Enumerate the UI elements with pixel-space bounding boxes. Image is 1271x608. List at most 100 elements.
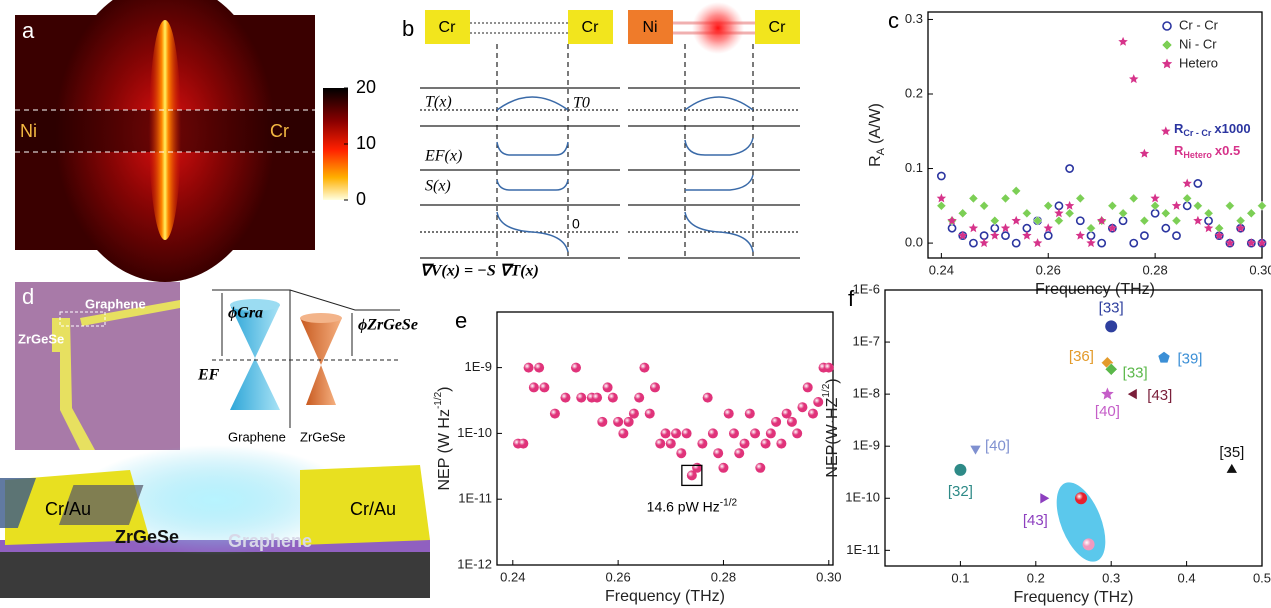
point [634, 392, 645, 403]
point [936, 200, 947, 211]
point [1161, 126, 1171, 136]
y-tick-label: 0.3 [905, 11, 923, 26]
point [1150, 208, 1160, 218]
point [760, 438, 771, 449]
colorbar-label: 10 [356, 133, 376, 153]
profiles [496, 96, 754, 253]
point [1225, 200, 1235, 211]
x-tick-label: 0.24 [929, 262, 954, 277]
colorbar [323, 88, 348, 200]
point [776, 438, 787, 449]
point [1129, 74, 1139, 84]
point [954, 463, 967, 476]
point [1203, 223, 1214, 233]
contact [628, 10, 673, 44]
point [802, 382, 813, 393]
point [649, 382, 660, 393]
contact [755, 10, 800, 44]
point [1105, 320, 1118, 333]
annotation-sup: -1/2 [720, 497, 738, 508]
y-axis-title-main: NEP (W Hz [436, 409, 453, 490]
point [797, 402, 808, 413]
x-tick-label: 0.24 [500, 569, 525, 584]
point [1043, 223, 1053, 233]
legend-label: Hetero [1179, 55, 1218, 70]
panel-b: b Cr Cr Ni Cr T(x) T0 EF(x) S(x) 0 ∇V(x)… [402, 2, 800, 280]
annotation-text: x1000 [1214, 121, 1250, 136]
panel-label: c [888, 8, 899, 33]
point [723, 408, 734, 419]
point [1139, 148, 1150, 158]
point [781, 408, 792, 419]
annotation-main: R [1174, 121, 1184, 136]
y-tick-label: 1E-8 [853, 386, 880, 401]
hot-stripe [149, 20, 181, 240]
point [968, 193, 979, 204]
point [1193, 215, 1203, 225]
point-label: [33] [1099, 299, 1124, 316]
point [990, 230, 1000, 240]
cone-label: Graphene [228, 429, 286, 444]
x-tick-label: 0.26 [1036, 262, 1061, 277]
point [1032, 238, 1043, 248]
point [655, 438, 666, 449]
y-axis-title-unit: (A/W) [867, 103, 884, 144]
point [979, 238, 989, 248]
point [813, 397, 824, 408]
point [1158, 351, 1170, 363]
point [570, 362, 581, 373]
point [1054, 201, 1064, 211]
point [1193, 200, 1203, 211]
colorbar-label: 0 [356, 189, 366, 209]
point [957, 208, 968, 219]
point [1182, 178, 1192, 188]
y-tick-label: 1E-12 [457, 556, 492, 571]
point-label: [35] [1219, 444, 1244, 461]
point [1022, 223, 1032, 233]
point [1054, 208, 1064, 218]
point [1054, 215, 1064, 226]
point [1118, 208, 1128, 219]
point [618, 428, 629, 439]
point [702, 392, 713, 403]
point [1150, 200, 1160, 211]
point-label: [32] [948, 483, 973, 500]
contact [568, 10, 613, 44]
contact-label: Cr [769, 19, 787, 36]
point [1086, 238, 1096, 248]
plot-frame [884, 289, 1263, 567]
y-tick-label: 1E-9 [465, 359, 492, 374]
point [523, 362, 534, 373]
point [1064, 208, 1075, 219]
y-tick-label: 1E-9 [853, 438, 880, 453]
point [1127, 388, 1137, 400]
point [644, 408, 655, 419]
y-axis-title-sub: A [875, 147, 887, 155]
point [1246, 208, 1257, 219]
annotation: RHetero x0.5 [1174, 143, 1240, 160]
annotation-sub: Hetero [1183, 150, 1212, 160]
point [1129, 238, 1139, 248]
point [1140, 231, 1149, 241]
electrode-label: Cr/Au [350, 499, 396, 519]
point [947, 223, 957, 233]
point [718, 462, 729, 473]
point [686, 470, 697, 481]
point [734, 448, 745, 459]
point [1226, 463, 1237, 473]
point [1203, 208, 1214, 219]
x-tick-label: 0.30 [816, 569, 841, 584]
point [1107, 200, 1118, 211]
panel-a: a Ni Cr 0 10 20 [15, 0, 376, 282]
panel-d: d Graphene ZrGeSe ϕGra ϕZrGeSe EF Graphe… [0, 282, 430, 598]
point [936, 193, 947, 203]
y-axis-title-sup: 1/2 [821, 383, 832, 397]
point [549, 408, 560, 419]
point [1022, 208, 1032, 219]
annotation: 14.6 pW Hz-1/2 [647, 497, 738, 514]
y-axis-title: NEP (W Hz-1/2) [433, 386, 454, 490]
legend-label: Cr - Cr [1179, 17, 1219, 32]
y-tick-label: 1E-10 [457, 425, 492, 440]
point [1171, 215, 1182, 226]
